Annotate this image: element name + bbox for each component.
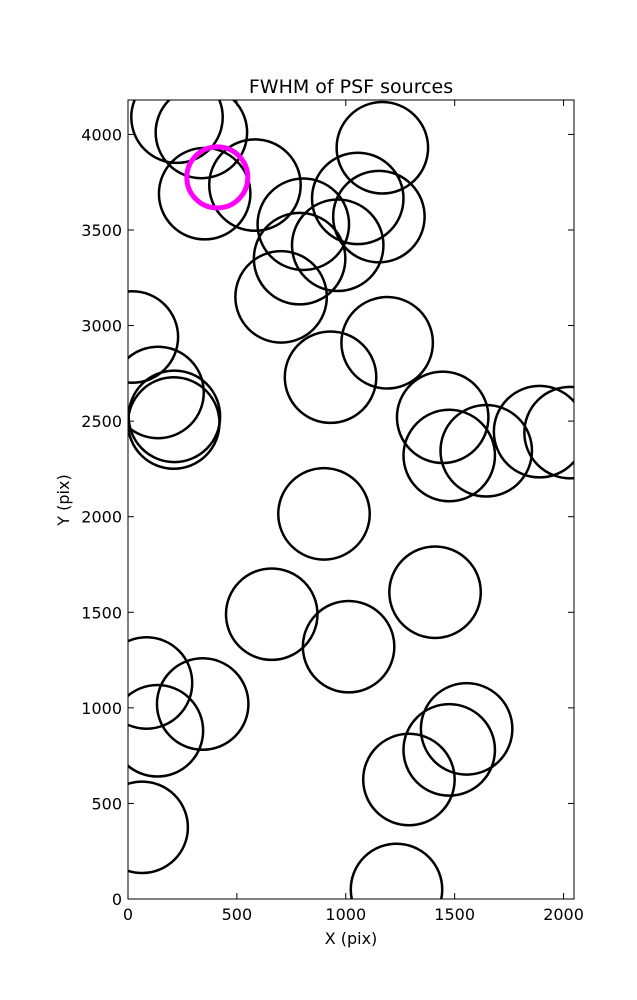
psf-source-circle (128, 290, 180, 384)
x-tick-label: 1500 (434, 905, 475, 924)
psf-source-circle (128, 683, 205, 778)
psf-source-circle (128, 636, 194, 730)
psf-source-circle (256, 177, 351, 272)
x-axis-label: X (pix) (325, 929, 378, 948)
psf-source-circle (157, 146, 252, 241)
psf-source-circle (128, 376, 221, 471)
psf-source-circle (207, 138, 302, 233)
psf-source-circle (290, 198, 385, 293)
psf-source-circle (335, 100, 430, 195)
y-axis-label: Y (pix) (54, 474, 73, 526)
y-tick-label: 1000 (81, 699, 122, 718)
y-tick-label: 3500 (81, 221, 122, 240)
y-tick-label: 4000 (81, 125, 122, 144)
psf-source-circle (128, 780, 190, 875)
psf-source-circle (155, 657, 250, 752)
psf-source-circle (523, 385, 574, 480)
y-tick-label: 2000 (81, 508, 122, 527)
psf-source-circle (492, 384, 574, 479)
x-tick-label: 0 (123, 905, 133, 924)
psf-source-circle (439, 403, 534, 498)
y-tick-label: 500 (91, 794, 122, 813)
y-tick-label: 1500 (81, 603, 122, 622)
psf-source-circle (154, 100, 249, 180)
psf-source-circle (277, 466, 371, 561)
psf-source-circle (331, 169, 426, 264)
psf-source-circle (419, 681, 514, 776)
highlighted-source-circle (184, 144, 251, 211)
psf-source-circle (340, 295, 435, 390)
x-tick-label: 500 (222, 905, 253, 924)
psf-source-circle (349, 842, 444, 899)
x-tick-label: 2000 (543, 905, 584, 924)
axis-ticks: 0 500 1000 1500 2000 0 500 1000 1500 2000 2500 3000… (81, 100, 584, 924)
chart-title: FWHM of PSF sources (249, 76, 453, 98)
psf-source-circle (128, 369, 222, 464)
psf-source-circle (402, 408, 497, 503)
plot-frame (127, 99, 575, 900)
y-tick-label: 3000 (81, 317, 122, 336)
psf-source-circle (361, 732, 456, 827)
y-tick-label: 0 (112, 890, 122, 909)
psf-source-circle (130, 100, 224, 165)
psf-source-circle (128, 345, 206, 440)
psf-source-circle (402, 702, 497, 797)
psf-source-circle (301, 599, 396, 694)
x-tick-label: 1000 (325, 905, 366, 924)
psf-source-circle (310, 151, 405, 246)
psf-source-circle (283, 330, 378, 425)
psf-source-circle (234, 249, 329, 344)
y-tick-label: 2500 (81, 412, 122, 431)
data-points-layer (128, 100, 574, 899)
psf-source-circle (388, 545, 483, 640)
